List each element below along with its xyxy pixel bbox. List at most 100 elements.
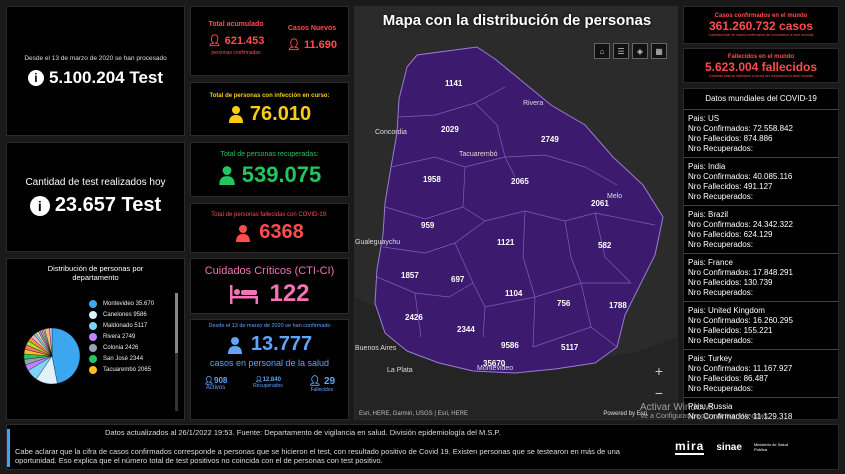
- department-count[interactable]: 2749: [541, 135, 559, 144]
- fallecidas-value: 6368: [259, 221, 304, 243]
- department-count[interactable]: 2029: [441, 125, 459, 134]
- pie-slice[interactable]: [51, 327, 81, 384]
- distribution-pie: [23, 327, 81, 385]
- layers-button[interactable]: ◈: [632, 43, 648, 59]
- department-count[interactable]: 1857: [401, 271, 419, 280]
- scrollbar-thumb[interactable]: [175, 293, 178, 353]
- country-item[interactable]: Pais: Brazil Nro Confirmados: 24.342.322 N…: [684, 206, 838, 254]
- distribution-title: Distribución de personas por departament…: [47, 264, 144, 282]
- country-recovered: Nro Recuperados:: [688, 192, 753, 201]
- department-count[interactable]: 1141: [445, 79, 463, 88]
- department-count[interactable]: 2344: [457, 325, 475, 334]
- salud-fallecidos-value: 29: [324, 376, 336, 387]
- department-count[interactable]: 2426: [405, 313, 423, 322]
- person-icon: [236, 224, 251, 242]
- country-confirmed: Nro Confirmados: 11.167.927: [688, 364, 793, 373]
- uruguay-map[interactable]: [355, 7, 678, 420]
- country-name: Pais: Brazil: [688, 210, 729, 219]
- country-deaths: Nro Fallecidos: 155.221: [688, 326, 773, 335]
- country-item[interactable]: Pais: India Nro Confirmados: 40.085.116 Nr…: [684, 158, 838, 206]
- country-item[interactable]: Pais: United Kingdom Nro Confirmados: 16.…: [684, 302, 838, 350]
- person-icon: 👤︎: [308, 376, 322, 387]
- country-item[interactable]: Pais: US Nro Confirmados: 72.558.842 Nro F…: [684, 110, 838, 158]
- footer-accent: [7, 429, 10, 467]
- list-icon: ☰: [617, 46, 625, 56]
- legend-scrollbar[interactable]: [175, 293, 178, 411]
- department-count[interactable]: 5117: [561, 343, 579, 352]
- uruguay-shape[interactable]: [374, 46, 664, 374]
- legend-item: Maldonado 5117: [89, 322, 154, 330]
- home-icon: ⌂: [599, 46, 605, 56]
- fallecidas-label: Total de personas fallecidas con COVID-1…: [211, 212, 328, 218]
- salud-fallecidos-row: 👤︎ 29: [309, 376, 336, 387]
- city-label: Rivera: [523, 100, 544, 107]
- legend-button[interactable]: ☰: [613, 43, 629, 59]
- department-count[interactable]: 1104: [505, 289, 523, 298]
- legend-label: Rivera 2749: [103, 334, 136, 340]
- country-confirmed: Nro Confirmados: 11.129.318: [688, 412, 793, 420]
- basemap-button[interactable]: ▦: [651, 43, 667, 59]
- zoom-out-button[interactable]: −: [654, 385, 664, 401]
- footer-note: Cabe aclarar que la cifra de casos confi…: [15, 447, 620, 465]
- city-label: Gualeguaychu: [355, 239, 401, 246]
- person-icon: [218, 166, 235, 185]
- cti-panel: Cuidados Críticos (CTI-CI) 122: [190, 258, 349, 314]
- legend-dot: [89, 300, 97, 308]
- person-icon: 👤︎: [286, 39, 301, 51]
- cti-label: Cuidados Críticos (CTI-CI): [204, 264, 335, 277]
- acumulado-label: Total acumulado: [208, 21, 264, 28]
- legend-item: Colonia 2426: [89, 344, 154, 352]
- department-borders: [376, 86, 656, 348]
- country-item[interactable]: Pais: France Nro Confirmados: 17.848.291 N…: [684, 254, 838, 302]
- recuperadas-value: 539.075: [241, 162, 322, 187]
- salud-activos-value: 908: [214, 376, 228, 385]
- world-cases-sub: Cantidad total de casos confirmados de c…: [708, 33, 814, 37]
- city-label: La Plata: [387, 367, 413, 374]
- acumulado-value: 621.453: [224, 35, 265, 47]
- country-recovered: Nro Recuperados:: [688, 336, 753, 345]
- country-list[interactable]: Pais: US Nro Confirmados: 72.558.842 Nro F…: [684, 110, 838, 420]
- salud-recuperados: 👤︎12.840 Recuperados: [253, 376, 283, 393]
- distribution-legend: Montevideo 35.670 Canelones 9586 Maldona…: [89, 297, 154, 377]
- today-panel: Cantidad de test realizados hoy i 23.657…: [6, 142, 185, 252]
- salud-sub: casos en personal de la salud: [209, 358, 330, 368]
- department-count[interactable]: 959: [421, 221, 435, 230]
- zoom-in-button[interactable]: +: [654, 363, 664, 379]
- legend-label: Tacuarembó 2065: [103, 367, 152, 373]
- salud-breakdown: 👤︎908 Activos 👤︎12.840 Recuperados 👤︎ 29…: [191, 376, 348, 393]
- department-count[interactable]: 756: [557, 299, 571, 308]
- footer-logos: mira sinae Ministerio de Salud Pública: [675, 439, 794, 455]
- cti-value: 122: [269, 279, 310, 307]
- map-panel[interactable]: Mapa con la distribución de personas ⌂ ☰…: [354, 6, 678, 420]
- city-label: Buenos Aires: [355, 345, 397, 352]
- world-deaths-label: Fallecidos en el mundo: [727, 53, 795, 60]
- department-count[interactable]: 697: [451, 275, 465, 284]
- department-count[interactable]: 2061: [591, 199, 609, 208]
- recuperadas-label: Total de personas recuperadas:: [220, 151, 319, 158]
- legend-dot: [89, 311, 97, 319]
- home-button[interactable]: ⌂: [594, 43, 610, 59]
- powered-by[interactable]: Powered by Esri: [603, 411, 647, 417]
- country-item[interactable]: Pais: Turkey Nro Confirmados: 11.167.927 N…: [684, 350, 838, 398]
- pie-slice[interactable]: [49, 327, 53, 357]
- country-confirmed: Nro Confirmados: 16.260.295: [688, 316, 793, 325]
- legend-label: San José 2344: [103, 356, 144, 362]
- legend-label: Montevideo 35.670: [103, 301, 155, 307]
- department-count[interactable]: 582: [598, 241, 612, 250]
- world-deaths-value: 5.623.004 fallecidos: [704, 59, 818, 74]
- department-count[interactable]: 35670: [483, 359, 506, 368]
- country-item[interactable]: Pais: Russia Nro Confirmados: 11.129.318: [684, 398, 838, 420]
- department-count[interactable]: 1788: [609, 301, 627, 310]
- department-count[interactable]: 2065: [511, 177, 529, 186]
- recuperadas-panel: Total de personas recuperadas: 539.075: [190, 142, 349, 197]
- fallecidas-panel: Total de personas fallecidas con COVID-1…: [190, 203, 349, 253]
- footer-panel: Datos actualizados al 26/1/2022 19:53. F…: [6, 424, 839, 470]
- department-count[interactable]: 1121: [497, 238, 515, 247]
- legend-item: Canelones 9586: [89, 311, 154, 319]
- city-label: Tacuarembó: [459, 151, 498, 158]
- country-name: Pais: US: [688, 114, 720, 123]
- department-count[interactable]: 1958: [423, 175, 441, 184]
- curso-panel: Total de personas con infección en curso…: [190, 82, 349, 136]
- department-count[interactable]: 9586: [501, 341, 519, 350]
- salud-recuperados-row: 👤︎12.840: [253, 376, 283, 383]
